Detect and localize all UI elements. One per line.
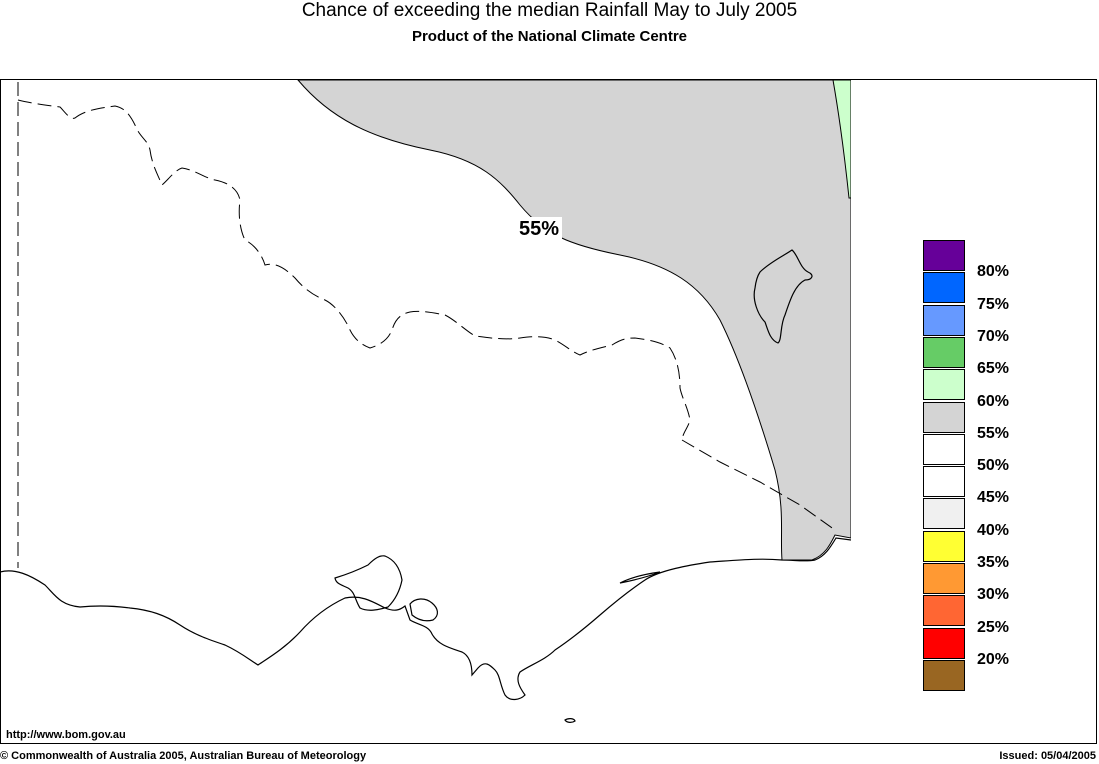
copyright-text: © Commonwealth of Australia 2005, Austra… bbox=[0, 750, 367, 762]
legend-label: 35% bbox=[977, 554, 1010, 571]
legend-label: 65% bbox=[977, 360, 1010, 378]
legend-swatch bbox=[923, 466, 965, 498]
legend-swatch bbox=[923, 595, 965, 627]
legend-label: 40% bbox=[977, 521, 1010, 539]
issued-date: Issued: 05/04/2005 bbox=[999, 750, 1096, 762]
port-phillip-bay bbox=[334, 555, 403, 611]
legend-label: 45% bbox=[977, 489, 1010, 507]
legend-swatch bbox=[923, 433, 965, 465]
legend-label: 75% bbox=[977, 295, 1010, 313]
legend-swatch bbox=[923, 240, 965, 271]
legend-label: 50% bbox=[977, 457, 1010, 475]
legend-swatch bbox=[923, 627, 965, 659]
legend-swatch bbox=[923, 401, 965, 433]
region-above-60 bbox=[832, 79, 851, 199]
island bbox=[564, 718, 576, 723]
rainfall-map bbox=[0, 79, 851, 723]
legend-swatch bbox=[923, 659, 965, 691]
legend-label: 60% bbox=[977, 392, 1010, 410]
legend-swatch bbox=[923, 272, 965, 304]
coastline bbox=[0, 537, 851, 701]
island bbox=[619, 571, 661, 584]
state-border bbox=[681, 439, 836, 531]
legend-label: 25% bbox=[977, 618, 1010, 636]
legend-swatch bbox=[923, 369, 965, 401]
legend-swatch bbox=[923, 530, 965, 562]
legend-label: 80% bbox=[977, 263, 1010, 281]
legend-label: 20% bbox=[977, 650, 1010, 668]
contour-label: 55% bbox=[516, 217, 563, 241]
legend-label: 55% bbox=[977, 424, 1010, 442]
western-port bbox=[409, 598, 438, 622]
website-url[interactable]: http://www.bom.gov.au bbox=[6, 729, 126, 741]
region-above-55 bbox=[296, 79, 851, 561]
legend-swatch bbox=[923, 304, 965, 336]
map-title: Chance of exceeding the median Rainfall … bbox=[301, 0, 798, 21]
lake bbox=[753, 249, 813, 344]
legend-swatch bbox=[923, 563, 965, 594]
state-border bbox=[17, 99, 691, 441]
map-subtitle: Product of the National Climate Centre bbox=[411, 28, 688, 45]
legend-swatch bbox=[923, 498, 965, 530]
legend-swatch bbox=[923, 336, 965, 368]
legend-label: 30% bbox=[977, 586, 1010, 604]
legend-label: 70% bbox=[977, 327, 1010, 345]
